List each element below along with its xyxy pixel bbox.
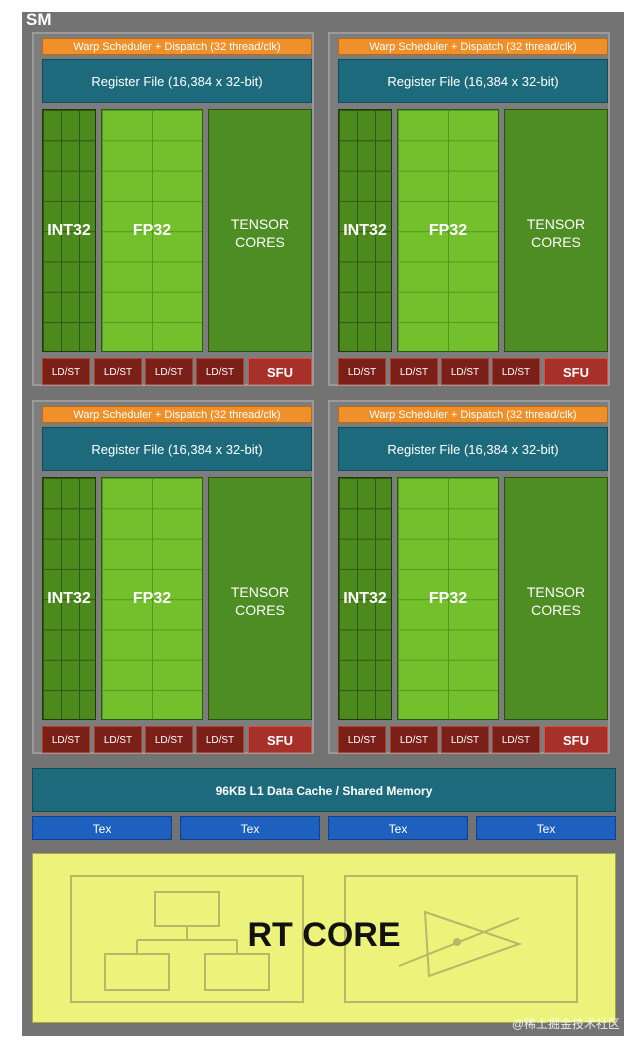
bvh-edges [136,926,238,954]
ldst-unit: LD/ST [145,358,193,385]
tensor-label-line2: CORES [531,234,581,250]
sm-quadrant: Warp Scheduler + Dispatch (32 thread/clk… [32,32,314,386]
ray-frame [344,875,578,1003]
tensor-label: TENSOR CORES [209,215,311,251]
tensor-label-line1: TENSOR [526,584,586,600]
l1-data-cache: 96KB L1 Data Cache / Shared Memory [32,768,616,812]
tensor-label-line1: TENSOR [230,584,290,600]
ldst-unit: LD/ST [196,358,244,385]
int32-unit: INT32 [42,109,96,352]
sfu-unit: SFU [248,726,312,753]
fp32-label: FP32 [428,590,468,607]
int32-unit: INT32 [338,477,392,720]
tex-unit: Tex [328,816,468,840]
ldst-unit: LD/ST [441,726,489,753]
ldst-unit: LD/ST [338,726,386,753]
fp32-label: FP32 [132,222,172,239]
tex-unit: Tex [180,816,320,840]
fp32-unit: FP32 [397,477,499,720]
tensor-label-line1: TENSOR [230,216,290,232]
ldst-unit: LD/ST [338,358,386,385]
tensor-label-line2: CORES [235,234,285,250]
ldst-unit: LD/ST [196,726,244,753]
register-file: Register File (16,384 x 32-bit) [338,59,608,103]
tensor-cores: TENSOR CORES [208,477,312,720]
fp32-unit: FP32 [101,109,203,352]
fp32-unit: FP32 [397,109,499,352]
ldst-unit: LD/ST [42,358,90,385]
bvh-right-node [204,953,270,991]
sfu-unit: SFU [248,358,312,385]
tensor-cores: TENSOR CORES [504,109,608,352]
fp32-label: FP32 [428,222,468,239]
intersection-point [453,938,461,946]
ldst-unit: LD/ST [492,726,540,753]
bvh-frame [70,875,304,1003]
tensor-label: TENSOR CORES [505,583,607,619]
fp32-unit: FP32 [101,477,203,720]
watermark: @稀土掘金技术社区 [511,1017,620,1031]
tensor-label-line1: TENSOR [526,216,586,232]
sm-quadrant: Warp Scheduler + Dispatch (32 thread/clk… [328,400,610,754]
tensor-label: TENSOR CORES [505,215,607,251]
ldst-unit: LD/ST [145,726,193,753]
warp-scheduler: Warp Scheduler + Dispatch (32 thread/clk… [338,38,608,55]
tensor-label-line2: CORES [531,602,581,618]
int32-label: INT32 [47,590,91,607]
tensor-cores: TENSOR CORES [504,477,608,720]
tensor-label-line2: CORES [235,602,285,618]
register-file: Register File (16,384 x 32-bit) [42,427,312,471]
int32-label: INT32 [343,222,387,239]
triangle-icon [423,910,523,978]
fp32-label: FP32 [132,590,172,607]
ldst-unit: LD/ST [390,358,438,385]
warp-scheduler: Warp Scheduler + Dispatch (32 thread/clk… [42,38,312,55]
int32-label: INT32 [47,222,91,239]
sm-label: SM [26,10,52,29]
tensor-label: TENSOR CORES [209,583,311,619]
bvh-left-node [104,953,170,991]
sfu-unit: SFU [544,358,608,385]
rt-core: RT CORE [32,853,616,1023]
rt-core-illustration [70,875,578,1003]
int32-label: INT32 [343,590,387,607]
ldst-unit: LD/ST [94,726,142,753]
ldst-unit: LD/ST [441,358,489,385]
bvh-root-node [154,891,220,927]
register-file: Register File (16,384 x 32-bit) [42,59,312,103]
sm-block: SM Warp Scheduler + Dispatch (32 thread/… [22,10,624,1036]
ldst-unit: LD/ST [390,726,438,753]
tensor-cores: TENSOR CORES [208,109,312,352]
int32-unit: INT32 [338,109,392,352]
ldst-unit: LD/ST [42,726,90,753]
ldst-unit: LD/ST [492,358,540,385]
warp-scheduler: Warp Scheduler + Dispatch (32 thread/clk… [338,406,608,423]
sfu-unit: SFU [544,726,608,753]
tex-unit: Tex [476,816,616,840]
tex-unit: Tex [32,816,172,840]
register-file: Register File (16,384 x 32-bit) [338,427,608,471]
rt-core-label: RT CORE [247,916,401,954]
int32-unit: INT32 [42,477,96,720]
sm-quadrant: Warp Scheduler + Dispatch (32 thread/clk… [32,400,314,754]
sm-quadrant: Warp Scheduler + Dispatch (32 thread/clk… [328,32,610,386]
warp-scheduler: Warp Scheduler + Dispatch (32 thread/clk… [42,406,312,423]
ldst-unit: LD/ST [94,358,142,385]
